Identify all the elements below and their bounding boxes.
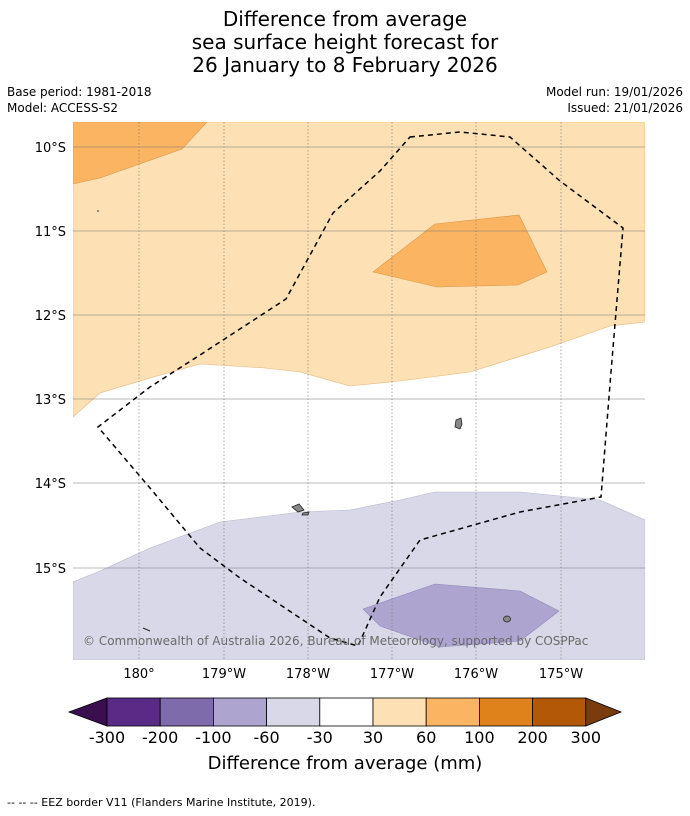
contour-60-100-center <box>372 214 548 288</box>
colorbar-tick-label: 100 <box>464 728 495 747</box>
lat-label: 15°S <box>35 562 66 577</box>
lat-label: 13°S <box>35 393 66 408</box>
contour-60-100-topleft <box>73 122 208 185</box>
island-south <box>503 615 511 623</box>
contour-neg60-100 <box>362 583 560 648</box>
colorbar-tick-label: -100 <box>195 728 232 747</box>
colorbar-title: Difference from average (mm) <box>207 753 483 774</box>
colorbar-tick-label: 30 <box>362 728 384 747</box>
chart-title: Difference from average sea surface heig… <box>0 8 690 77</box>
colorbar-tick-label: 60 <box>416 728 437 747</box>
colorbar-segment <box>106 697 161 727</box>
meta-left: Base period: 1981-2018 Model: ACCESS-S2 <box>7 84 152 116</box>
dot-nw <box>97 210 99 212</box>
lat-label: 14°S <box>35 477 66 492</box>
colorbar-segment <box>266 697 321 727</box>
lon-label: 178°W <box>286 667 330 682</box>
model-run: Model run: 19/01/2026 <box>545 85 683 99</box>
island-east <box>454 417 463 430</box>
lat-label: 12°S <box>35 309 66 324</box>
contour-30-60-north <box>73 122 645 418</box>
colorbar-tick-label: -30 <box>306 728 333 747</box>
map-area: © Commonwealth of Australia 2026, Bureau… <box>73 122 645 660</box>
lon-label: 180° <box>123 667 154 682</box>
island-west-small <box>301 511 310 516</box>
colorbar-segment <box>212 697 267 727</box>
colorbar-segment <box>478 697 533 727</box>
latitude-labels: 10°S 11°S 12°S 13°S 14°S 15°S <box>35 141 66 577</box>
copyright-text: © Commonwealth of Australia 2026, Bureau… <box>83 634 588 648</box>
lon-label: 176°W <box>454 667 498 682</box>
colorbar-tick-label: 200 <box>517 728 548 747</box>
colorbar <box>67 697 623 727</box>
issued-date: Issued: 21/01/2026 <box>567 101 683 115</box>
eez-border <box>96 131 624 647</box>
colorbar-segment <box>372 697 427 727</box>
colorbar-tick-label: 300 <box>570 728 602 747</box>
base-period: Base period: 1981-2018 <box>7 85 152 99</box>
model-name: Model: ACCESS-S2 <box>7 101 119 115</box>
colorbar-extend-high <box>585 697 623 727</box>
colorbar-tick-label: -60 <box>253 728 280 747</box>
title-line-1: Difference from average <box>222 7 468 31</box>
meta-right: Model run: 19/01/2026 Issued: 21/01/2026 <box>546 84 683 116</box>
colorbar-tick-label: -300 <box>88 728 126 747</box>
lat-label: 10°S <box>35 141 66 156</box>
colorbar-segment <box>532 697 587 727</box>
colorbar-segment <box>425 697 480 727</box>
longitude-labels: 180° 179°W 178°W 177°W 176°W 175°W <box>123 667 583 682</box>
title-line-3: 26 January to 8 February 2026 <box>192 53 498 77</box>
colorbar-segment <box>319 697 374 727</box>
island-west <box>291 503 305 513</box>
colorbar-extend-low <box>67 697 108 727</box>
colorbar-segment <box>159 697 214 727</box>
footer-note: -- -- -- EEZ border V11 (Flanders Marine… <box>7 796 316 809</box>
colorbar-tick-label: -200 <box>142 728 179 747</box>
lon-label: 175°W <box>539 667 583 682</box>
lon-label: 177°W <box>370 667 414 682</box>
lat-label: 11°S <box>35 225 66 240</box>
graticule <box>73 122 645 660</box>
lon-label: 179°W <box>202 667 246 682</box>
island-sw <box>142 627 151 632</box>
title-line-2: sea surface height forecast for <box>191 30 499 54</box>
